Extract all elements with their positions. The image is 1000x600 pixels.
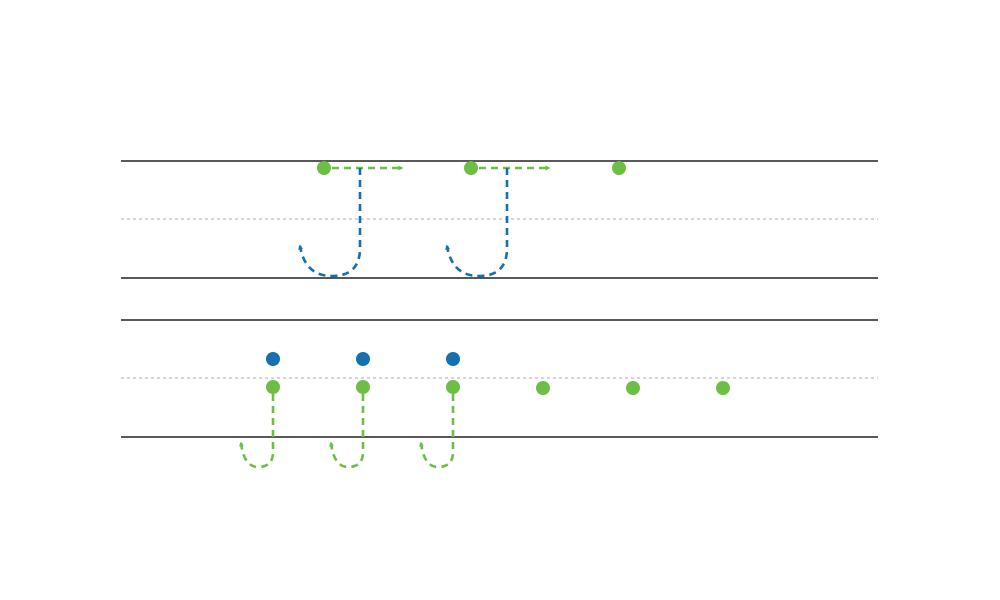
lower-dot-green-3	[446, 380, 460, 394]
lower-dot-green-4	[536, 381, 550, 395]
lower-dot-green-6	[716, 381, 730, 395]
lower-dot-green-1	[266, 380, 280, 394]
upper-hook-stroke-2	[445, 168, 509, 278]
lower-hook-stroke-3	[418, 394, 455, 469]
lower-dot-blue-1	[266, 352, 280, 366]
lower-dot-blue-3	[446, 352, 460, 366]
lower-dot-green-5	[626, 381, 640, 395]
lower-stave	[121, 319, 878, 469]
upper-dot-2	[464, 161, 478, 175]
upper-dot-1	[317, 161, 331, 175]
lower-hook-stroke-1	[238, 394, 275, 469]
lower-dot-blue-2	[356, 352, 370, 366]
upper-dot-3	[612, 161, 626, 175]
lower-hook-stroke-2	[328, 394, 365, 469]
upper-hook-stroke-1	[298, 168, 362, 278]
lower-dot-green-2	[356, 380, 370, 394]
upper-stave	[121, 160, 878, 279]
